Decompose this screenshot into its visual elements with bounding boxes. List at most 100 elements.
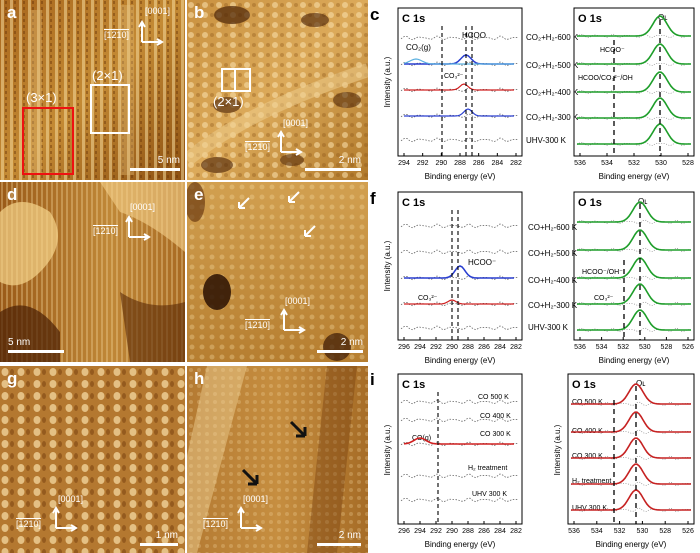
- tag-co3: CO₃²⁻: [444, 73, 464, 80]
- tick-label: 284: [494, 528, 506, 535]
- xps-f-o1s-ticks: 536 534 532 530 528 526: [574, 337, 694, 351]
- xps-i-c1s-ticks: 296 294 292 290 288 286 284 282: [398, 521, 522, 535]
- tick-label: 288: [462, 344, 474, 351]
- xps-c-c1s-title: C 1s: [402, 13, 425, 25]
- condition-label: CO 300 K: [572, 453, 603, 460]
- stm-image-d: [0, 182, 185, 362]
- condition-label: H₂ treatment: [468, 465, 507, 472]
- tag-ol: Oʟ: [638, 197, 647, 206]
- xps-i-o1s: O 1s Intensity (a.u.) 536 534 532 530 528 526…: [553, 373, 695, 549]
- tick-label: 288: [454, 160, 466, 167]
- stm-image-a: [0, 0, 185, 180]
- scale-label-h: 2 nm: [338, 530, 361, 541]
- direction-0001-label-h: [0001]: [243, 494, 269, 504]
- panel-label-f: f: [370, 189, 376, 208]
- stm-image-h: [187, 366, 368, 553]
- scale-label-e: 2 nm: [340, 337, 363, 348]
- tick-label: 286: [473, 160, 485, 167]
- stm-image-b: [187, 0, 368, 180]
- xps-i-c1s: C 1s Intensity (a.u.) 296 294 292 290 288 286…: [383, 373, 523, 549]
- scalebar-b: [305, 168, 361, 171]
- tick-label: 292: [430, 528, 442, 535]
- direction-0001-label-e: [0001]: [285, 296, 311, 306]
- xps-c-o1s-ticks: 536 534 532 530 528: [574, 153, 694, 167]
- xps-i-o1s-title: O 1s: [572, 379, 596, 391]
- tag-hcoo: HCOO⁻: [600, 47, 625, 54]
- tick-label: 290: [446, 528, 458, 535]
- tick-label: 530: [639, 344, 651, 351]
- tag-co2g: CO₂(g): [406, 43, 431, 52]
- direction-arrow-d: [125, 215, 151, 241]
- tick-label: 536: [574, 160, 586, 167]
- direction-1210-label-e: [1210]: [245, 320, 271, 330]
- xps-f-o1s: O 1s 536 534 532 530 528 526 Binding energy (…: [573, 191, 695, 365]
- tick-label: 290: [446, 344, 458, 351]
- tag-ol: Oʟ: [636, 379, 645, 388]
- direction-1210-label: [1210]: [104, 30, 130, 40]
- tag-co3: CO₃²⁻: [594, 295, 614, 302]
- xps-f-c1s-ticks: 296 294 292 290 288 286 284 282: [398, 337, 522, 351]
- direction-1210-label-g: [1210]: [16, 519, 42, 529]
- scalebar-h: [317, 543, 361, 546]
- panel-label-i: i: [370, 370, 375, 389]
- direction-arrow-b: [277, 130, 303, 156]
- condition-label: CO₂+H₂-600 K: [526, 33, 579, 42]
- tick-label: 294: [398, 160, 410, 167]
- panel-label-e: e: [194, 185, 204, 204]
- stm-panel-g: g [0001] [1210] 1 nm: [0, 366, 185, 553]
- xps-c-c1s: C 1s Intensity (a.u.) 294 292 290 288 286 284…: [383, 7, 523, 181]
- tick-label: 288: [462, 528, 474, 535]
- direction-arrow-h: [237, 506, 263, 532]
- stm-image-g: [0, 366, 185, 553]
- condition-label: CO₂+H₂-300 K: [526, 113, 579, 122]
- tick-label: 296: [398, 344, 410, 351]
- xps-f-ylabel: Intensity (a.u.): [383, 240, 392, 291]
- cell-2x1-label-b: (2×1): [213, 94, 244, 109]
- tick-label: 284: [494, 344, 506, 351]
- tag-hcoo: HCOO⁻/OH⁻: [582, 269, 623, 276]
- xps-spectra: c f i C 1s Intensity (a.u.) 294 292 290 288…: [370, 5, 695, 549]
- cell-3x1-box: [22, 107, 74, 175]
- tick-label: 290: [435, 160, 447, 167]
- panel-label-g: g: [7, 369, 18, 388]
- xps-i-ylabel: Intensity (a.u.): [383, 424, 392, 475]
- condition-label: UHV-300 K: [526, 136, 567, 145]
- condition-label: CO₂+H₂-400 K: [526, 88, 579, 97]
- xps-i-c1s-xlabel: Binding energy (eV): [425, 540, 496, 549]
- xps-c-c1s-xlabel: Binding energy (eV): [425, 172, 496, 181]
- condition-label: CO 300 K: [480, 431, 511, 438]
- condition-label: CO 500 K: [572, 399, 603, 406]
- tag-co3: CO₃²⁻: [418, 295, 438, 302]
- tick-label: 534: [596, 344, 608, 351]
- xps-f-c1s-title: C 1s: [402, 197, 425, 209]
- xps-c-c1s-ticks: 294 292 290 288 286 284 282: [398, 153, 522, 167]
- tick-label: 534: [601, 160, 613, 167]
- scalebar-d: [8, 350, 64, 353]
- xps-c-o1s-xlabel: Binding energy (eV): [599, 172, 670, 181]
- condition-label: CO 400 K: [480, 413, 511, 420]
- condition-label: UHV 300 K: [472, 491, 507, 498]
- xps-i-c1s-title: C 1s: [402, 379, 425, 391]
- tick-label: 282: [510, 344, 522, 351]
- tag-hcoo: HCOO: [462, 31, 486, 40]
- tick-label: 286: [478, 528, 490, 535]
- tick-label: 292: [417, 160, 429, 167]
- panel-label-b: b: [194, 3, 205, 22]
- tick-label: 526: [682, 344, 694, 351]
- xps-c-ylabel: Intensity (a.u.): [383, 56, 392, 107]
- cell-2x1-box: [90, 84, 130, 134]
- condition-label: CO₂+H₂-500 K: [526, 61, 579, 70]
- condition-label: CO+H₂-400 K: [528, 276, 578, 285]
- direction-arrow: [138, 20, 164, 46]
- tick-label: 536: [568, 528, 580, 535]
- adsorbate-arrows: [238, 191, 316, 237]
- xps-f-c1s: C 1s Intensity (a.u.) 296 294 292 290 288 286…: [383, 191, 523, 365]
- direction-0001-label-b: [0001]: [283, 118, 309, 128]
- tick-label: 530: [655, 160, 667, 167]
- tick-label: 536: [574, 344, 586, 351]
- direction-0001-label-g: [0001]: [58, 494, 84, 504]
- stm-panel-h: h [0001] [1210] 2 nm: [187, 366, 368, 553]
- condition-label: UHV-300 K: [528, 323, 569, 332]
- xps-f-conditions: CO+H₂-600 K CO+H₂-500 K CO+H₂-400 K CO+H…: [528, 223, 578, 332]
- tick-label: 526: [682, 528, 694, 535]
